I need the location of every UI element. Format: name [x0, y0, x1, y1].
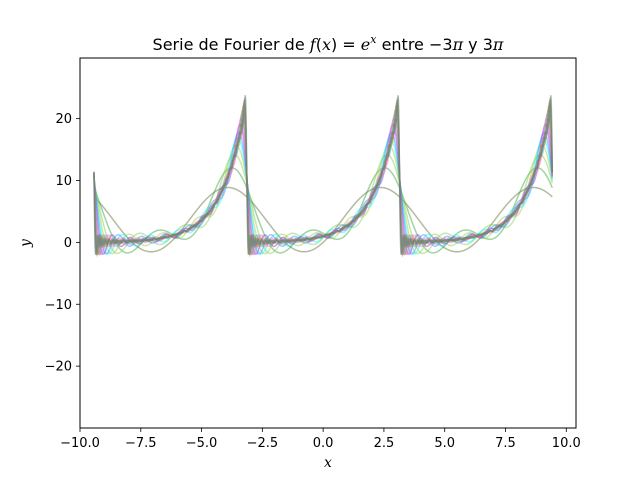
y-tick-label: 10 [55, 174, 72, 189]
series-line-n2 [93, 167, 553, 254]
x-tick-label: 7.5 [495, 436, 516, 451]
series-line-n15 [93, 108, 554, 256]
y-tick-label: 20 [55, 112, 72, 127]
x-axis-label: x [324, 455, 332, 471]
x-tick-label: 0.0 [313, 436, 334, 451]
x-tick-label: −10.0 [60, 436, 100, 451]
series-line-n4 [93, 144, 554, 255]
series-line-n3 [93, 153, 554, 255]
y-tick-label: −20 [45, 360, 72, 375]
x-tick-label: −2.5 [247, 436, 279, 451]
series-line-n20 [93, 103, 554, 256]
x-tick-label: −5.0 [186, 436, 218, 451]
series-line-n12 [93, 113, 554, 256]
y-tick-label: −10 [45, 298, 72, 313]
x-tick-label: 5.0 [434, 436, 455, 451]
series-line-n5 [93, 137, 554, 255]
y-axis-label: y [18, 238, 34, 248]
series-line-n30 [93, 99, 554, 255]
series-line-n40 [93, 95, 554, 255]
series-line-n1 [93, 186, 553, 253]
series-line-n50 [93, 94, 554, 255]
series-lines [93, 94, 554, 258]
series-line-n8 [93, 123, 554, 256]
x-tick-label: 2.5 [374, 436, 395, 451]
x-tick-label: −7.5 [125, 436, 157, 451]
series-line-n10 [93, 117, 554, 256]
x-axis-ticks: −10.0 −7.5 −5.0 −2.5 0.0 2.5 5.0 7.5 10.0 [60, 428, 581, 451]
y-axis-ticks: −20 −10 0 10 20 [45, 112, 80, 375]
series-line-n25 [93, 99, 554, 258]
series-line-n6 [93, 131, 554, 255]
plot-frame [79, 57, 577, 429]
chart-title: Serie de Fourier de f(x) = ex entre −3π … [153, 33, 504, 54]
y-tick-label: 0 [64, 236, 72, 251]
x-tick-label: 10.0 [552, 436, 581, 451]
